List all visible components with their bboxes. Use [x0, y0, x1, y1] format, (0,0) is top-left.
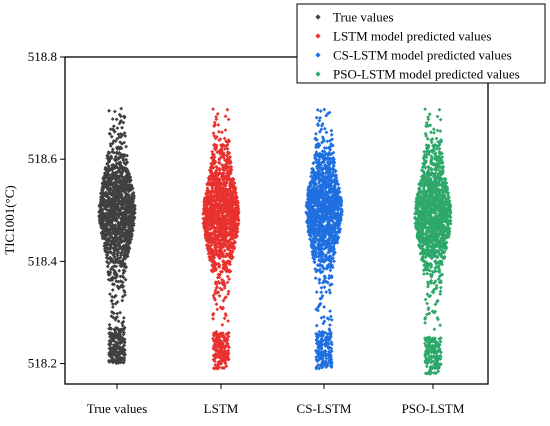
data-point [108, 292, 112, 296]
data-point [315, 290, 319, 294]
data-point [116, 126, 120, 130]
data-point [328, 309, 332, 313]
series-pso-lstm [413, 107, 453, 376]
data-point [108, 323, 112, 327]
data-point [226, 108, 230, 112]
data-point [111, 288, 115, 292]
data-point [315, 116, 319, 120]
data-point [329, 315, 333, 319]
data-point [120, 299, 124, 303]
data-point [429, 130, 433, 134]
data-point [117, 269, 121, 273]
data-point [332, 259, 336, 263]
data-point [329, 268, 333, 272]
data-point [221, 323, 225, 327]
data-point [422, 272, 426, 276]
data-point [117, 319, 121, 323]
data-point [328, 291, 332, 295]
data-point [323, 285, 327, 289]
series-true-values [97, 107, 137, 365]
data-point [106, 265, 110, 269]
data-point [319, 290, 323, 294]
data-point [224, 114, 228, 118]
data-point [119, 107, 123, 111]
data-point [115, 118, 119, 122]
data-point [325, 131, 329, 135]
data-point [112, 124, 116, 128]
data-point [436, 129, 440, 133]
data-point [214, 115, 218, 119]
data-point [211, 107, 215, 111]
data-point [120, 126, 124, 130]
data-point [118, 311, 122, 315]
data-point [314, 276, 318, 280]
data-point [328, 323, 332, 327]
data-point [226, 319, 230, 323]
data-point [218, 294, 222, 298]
data-point [315, 324, 319, 328]
data-point [124, 145, 128, 149]
data-point [216, 112, 220, 116]
data-point [323, 127, 327, 131]
data-point [324, 290, 328, 294]
data-point [314, 132, 318, 136]
data-point [113, 110, 117, 114]
data-point [330, 129, 334, 133]
data-point [317, 119, 321, 123]
data-point [318, 116, 322, 120]
series-cs-lstm [304, 108, 344, 371]
data-point [212, 131, 216, 135]
data-point [109, 127, 113, 131]
data-point [224, 128, 228, 132]
data-point [320, 286, 324, 290]
data-point [115, 312, 119, 316]
data-point [327, 276, 331, 280]
data-point [322, 305, 326, 309]
data-point [226, 292, 230, 296]
data-point [111, 305, 115, 309]
data-point [424, 298, 428, 302]
data-point [215, 302, 219, 306]
series-lstm [201, 107, 241, 370]
data-point [122, 316, 126, 320]
data-point [433, 327, 437, 331]
data-point [322, 108, 326, 112]
data-point [227, 118, 231, 122]
data-point [211, 317, 215, 321]
data-point [328, 288, 332, 292]
data-point [439, 118, 443, 122]
data-point [318, 281, 322, 285]
data-point [215, 308, 219, 312]
data-point [107, 109, 111, 113]
data-point [330, 133, 334, 137]
data-point [220, 130, 224, 134]
data-point [217, 130, 221, 134]
data-point [111, 117, 115, 121]
points-layer [97, 107, 452, 376]
data-point [438, 292, 442, 296]
data-point [216, 123, 220, 127]
data-point [435, 137, 439, 141]
data-point [330, 318, 334, 322]
